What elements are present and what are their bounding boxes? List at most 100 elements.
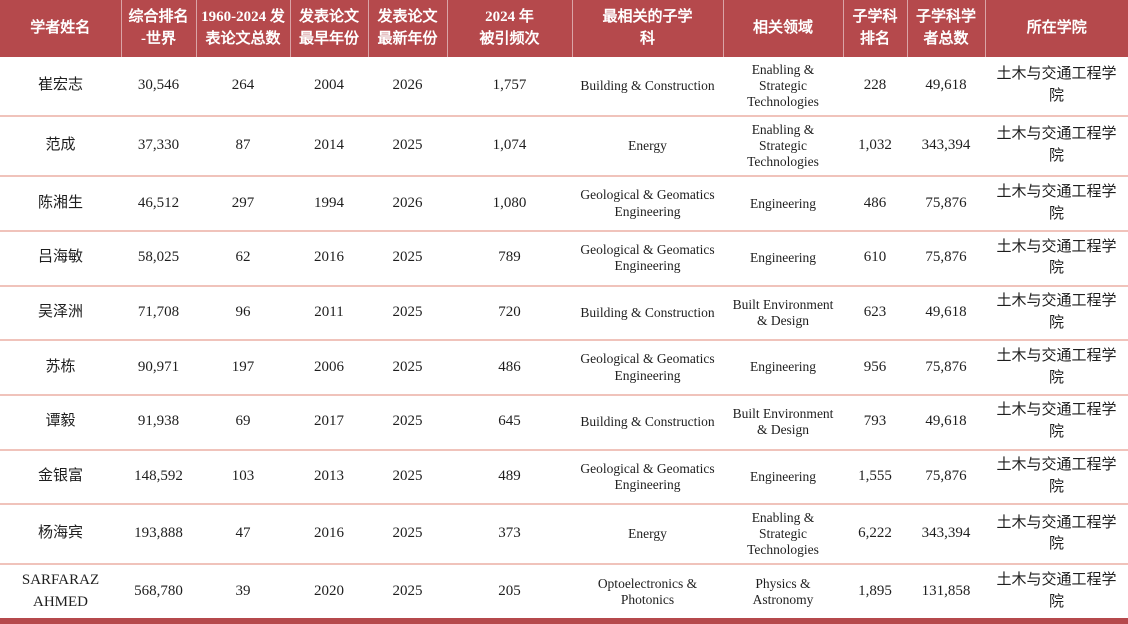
table-cell: 土木与交通工程学院	[996, 293, 1117, 331]
table-cell: 373	[498, 525, 521, 542]
header-row: 学者姓名 综合排名 -世界 1960-2024 发 表论文总数 发表论文 最早年份 发表…	[0, 0, 1128, 57]
table-cell: 75,876	[925, 194, 967, 211]
table-cell: 土木与交通工程学院	[996, 402, 1117, 441]
table-cell: 2025	[392, 304, 423, 321]
table-cell: 193,888	[134, 525, 183, 542]
column-header: 综合排名 -世界	[120, 0, 196, 57]
table-cell: 75,876	[925, 249, 967, 266]
table-cell: 90,971	[137, 358, 180, 375]
table-cell: 264	[231, 77, 255, 94]
table-cell: 75,876	[925, 467, 967, 484]
table-cell: Geological & Geomatics Engineering	[580, 242, 715, 274]
table-cell: 2020	[314, 582, 344, 599]
table-cell: Physics & Astronomy	[752, 575, 814, 607]
table-cell: 486	[498, 358, 521, 375]
table-row: 范成 37,330 87 2014 2025 1,074 Energy Enabling & …	[0, 116, 1128, 177]
table-cell: SARFARAZ AHMED	[21, 571, 100, 610]
table-cell: 1,555	[858, 467, 892, 484]
table-cell: 96	[235, 304, 251, 321]
table-cell: 2014	[314, 137, 344, 154]
table-cell: 103	[231, 467, 255, 484]
table-cell: 2025	[392, 525, 423, 542]
table-cell: 2026	[392, 194, 423, 211]
table-cell: 610	[863, 249, 887, 266]
table-cell: 2025	[392, 249, 423, 266]
table-cell: 343,394	[921, 525, 971, 542]
table-cell: 568,780	[134, 582, 183, 599]
table-cell: 土木与交通工程学院	[996, 514, 1117, 553]
table-cell: Energy	[628, 138, 667, 154]
table-cell: 47	[235, 525, 251, 542]
column-header: 发表论文 最早年份	[289, 0, 368, 57]
table-cell: Built Environment & Design	[732, 296, 834, 328]
table-cell: 623	[863, 304, 887, 321]
table-cell: 956	[863, 358, 887, 375]
table-cell: 148,592	[134, 467, 183, 484]
table-cell: 土木与交通工程学院	[996, 238, 1117, 277]
column-header: 子学科学 者总数	[906, 0, 985, 57]
table-cell: 2025	[392, 582, 423, 599]
table-cell: 645	[498, 413, 521, 430]
table-cell: Energy	[628, 526, 667, 542]
table-cell: 土木与交通工程学院	[996, 66, 1117, 105]
table-cell: 陈湘生	[37, 194, 83, 211]
table-cell: 69	[235, 413, 251, 430]
table-cell: 1,032	[858, 137, 892, 154]
table-cell: 489	[498, 467, 521, 484]
table-cell: Building & Construction	[580, 77, 715, 93]
table-cell: 2016	[314, 249, 344, 266]
table-cell: 197	[231, 358, 255, 375]
table-cell: 205	[498, 582, 521, 599]
table-row: 金银富 148,592 103 2013 2025 489 Geological & Geo…	[0, 450, 1128, 505]
table-cell: 793	[863, 413, 887, 430]
table-cell: Built Environment & Design	[732, 406, 834, 438]
table-cell: 土木与交通工程学院	[996, 347, 1117, 386]
table-cell: 2004	[314, 77, 344, 94]
table-cell: Engineering	[750, 359, 816, 375]
table-cell: 62	[235, 249, 251, 266]
table-cell: 金银富	[37, 467, 83, 484]
table-row: 吴泽洲 71,708 96 2011 2025 720 Building & Constru…	[0, 286, 1128, 341]
table-cell: 87	[235, 137, 251, 154]
table-cell: 343,394	[921, 137, 971, 154]
table-cell: 土木与交通工程学院	[996, 571, 1117, 610]
table-cell: 1,074	[492, 137, 527, 154]
table-cell: 58,025	[137, 249, 180, 266]
table-cell: 1994	[314, 194, 344, 211]
table-row: 杨海宾 193,888 47 2016 2025 373 Energy Enabling & …	[0, 504, 1128, 565]
table-cell: 46,512	[137, 194, 180, 211]
table-cell: 6,222	[858, 525, 892, 542]
table-cell: 2016	[314, 525, 344, 542]
table-row: 崔宏志 30,546 264 2004 2026 1,757 Building & Cons…	[0, 57, 1128, 117]
table-cell: 土木与交通工程学院	[996, 183, 1117, 222]
table-cell: 2013	[314, 467, 344, 484]
column-header: 子学科 排名	[842, 0, 907, 57]
table-cell: Optoelectronics & Photonics	[597, 575, 698, 607]
table-cell: 苏栋	[45, 358, 76, 375]
table-cell: Building & Construction	[580, 414, 715, 430]
table-cell: 49,618	[925, 77, 967, 94]
table-cell: 720	[498, 304, 521, 321]
table-row: 吕海敏 58,025 62 2016 2025 789 Geological & Geoma…	[0, 231, 1128, 286]
table-cell: 91,938	[137, 413, 180, 430]
table-body: 崔宏志 30,546 264 2004 2026 1,757 Building & Cons…	[0, 57, 1128, 618]
table-cell: 土木与交通工程学院	[996, 126, 1117, 165]
table-cell: 30,546	[137, 77, 180, 94]
table-cell: Engineering	[750, 195, 816, 211]
column-header: 最相关的子学 科	[571, 0, 723, 57]
column-header: 所在学院	[984, 0, 1128, 57]
table-cell: Enabling & Strategic Technologies	[747, 61, 819, 110]
table-cell: 范成	[45, 137, 76, 154]
table-row: 陈湘生 46,512 297 1994 2026 1,080 Geological & Ge…	[0, 176, 1128, 231]
table-cell: 谭毅	[45, 413, 76, 430]
column-header: 1960-2024 发 表论文总数	[195, 0, 290, 57]
column-header: 相关领域	[722, 0, 843, 57]
table-cell: 49,618	[925, 304, 967, 321]
table-cell: 789	[498, 249, 521, 266]
table-cell: 土木与交通工程学院	[996, 457, 1117, 495]
table-cell: Enabling & Strategic Technologies	[747, 510, 819, 558]
table-row: 苏栋 90,971 197 2006 2025 486 Geological & Geoma…	[0, 340, 1128, 395]
table-cell: 49,618	[925, 413, 967, 430]
